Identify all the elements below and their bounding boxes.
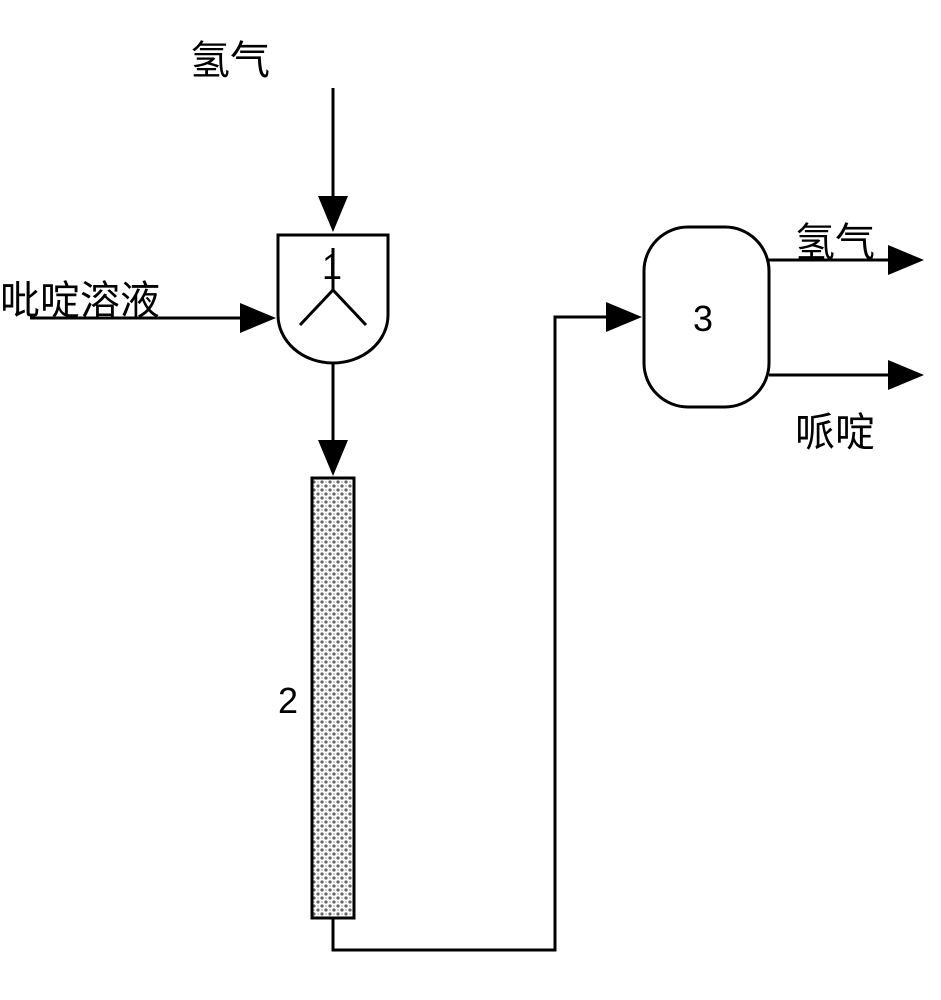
label-hydrogen-out: 氢气	[795, 210, 875, 268]
reactor-node	[312, 478, 354, 918]
diagram-canvas: 氢气 吡啶溶液 氢气 哌啶 1 2 3	[0, 0, 941, 1000]
label-node-3: 3	[693, 298, 713, 340]
label-piperidine-out: 哌啶	[795, 400, 875, 458]
label-node-1: 1	[322, 246, 342, 288]
label-pyridine-solution: 吡啶溶液	[0, 268, 160, 326]
arrow-reactor-to-separator	[333, 317, 636, 950]
label-hydrogen-in: 氢气	[190, 28, 270, 86]
arrows	[30, 88, 918, 950]
label-node-2: 2	[278, 680, 298, 722]
diagram-svg	[0, 0, 941, 1000]
